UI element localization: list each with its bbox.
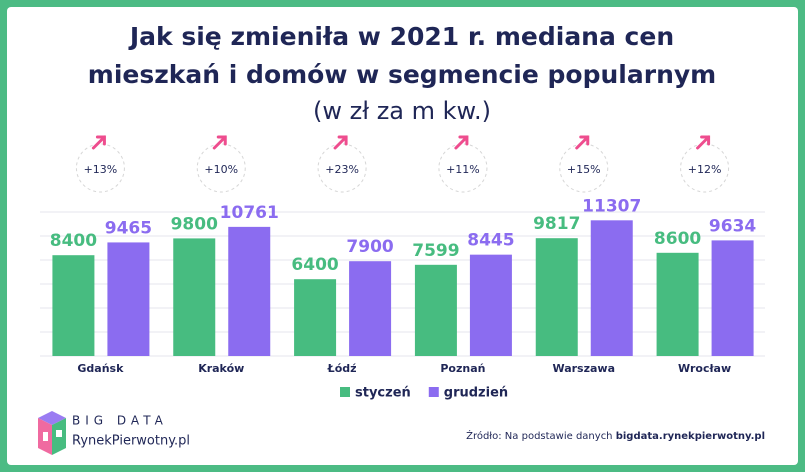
x-tick-label: Warszawa xyxy=(552,362,615,375)
annotation: +10% xyxy=(204,163,238,176)
annotation: +11% xyxy=(446,163,480,176)
annotation: +23% xyxy=(325,163,359,176)
value-label: 9634 xyxy=(709,216,756,236)
annotation-circle xyxy=(196,143,246,193)
source-prefix: Źródło: Na podstawie danych xyxy=(466,429,612,442)
value-label: 8445 xyxy=(467,231,514,251)
arrow xyxy=(333,135,348,150)
annotation: +13% xyxy=(84,163,118,176)
bar xyxy=(711,240,754,356)
annotation-circle xyxy=(317,143,367,193)
value-label: 11307 xyxy=(582,196,641,216)
logo-text: RynekPierwotny.pl xyxy=(72,434,190,449)
bar xyxy=(535,238,578,356)
logo xyxy=(38,411,66,455)
source-site: bigdata.rynekpierwotny.pl xyxy=(616,431,765,442)
bar xyxy=(469,254,512,356)
bar xyxy=(656,252,699,356)
value-label: 7900 xyxy=(346,237,393,257)
x-tick-label: Łódź xyxy=(327,362,357,375)
arrow xyxy=(696,135,711,150)
bar xyxy=(228,226,271,356)
value-label: 10761 xyxy=(220,203,279,223)
annotation: +15% xyxy=(567,163,601,176)
legend-swatch xyxy=(428,387,439,397)
annotation-circle xyxy=(559,143,609,193)
bar xyxy=(294,279,337,356)
source: Źródło: Na podstawie danych bigdata.ryne… xyxy=(466,429,765,442)
annotation: +12% xyxy=(688,163,722,176)
bar xyxy=(590,220,633,356)
bar xyxy=(52,255,95,356)
bar xyxy=(107,242,150,356)
value-label: 6400 xyxy=(291,255,338,275)
bar xyxy=(349,261,392,356)
arrow xyxy=(91,135,106,150)
value-label: 9465 xyxy=(105,218,152,238)
value-label: 9800 xyxy=(171,214,218,234)
bar xyxy=(414,264,457,356)
x-tick-label: Poznań xyxy=(440,362,485,375)
arrow xyxy=(575,135,590,150)
value-label: 8400 xyxy=(50,231,97,251)
annotation-circle xyxy=(75,143,125,193)
chart-title: Jak się zmieniła w 2021 r. mediana cen xyxy=(128,22,674,51)
x-tick-label: Gdańsk xyxy=(77,362,124,375)
chart-title: mieszkań i domów w segmencie popularnym xyxy=(88,60,716,89)
legend-swatch xyxy=(340,387,350,397)
logo-text: BIG DATA xyxy=(72,414,168,428)
annotation-circle xyxy=(680,143,730,193)
bar xyxy=(173,238,216,356)
value-label: 9817 xyxy=(533,214,580,234)
legend-label: grudzień xyxy=(444,386,508,401)
value-label: 8600 xyxy=(654,229,701,249)
arrow xyxy=(454,135,469,150)
annotation-circle xyxy=(438,143,488,193)
x-tick-label: Wrocław xyxy=(678,362,731,375)
chart-subtitle: (w zł za m kw.) xyxy=(313,97,491,125)
legend-label: styczeń xyxy=(355,386,411,401)
arrow xyxy=(212,135,227,150)
x-tick-label: Kraków xyxy=(198,362,244,375)
value-label: 7599 xyxy=(412,241,459,261)
